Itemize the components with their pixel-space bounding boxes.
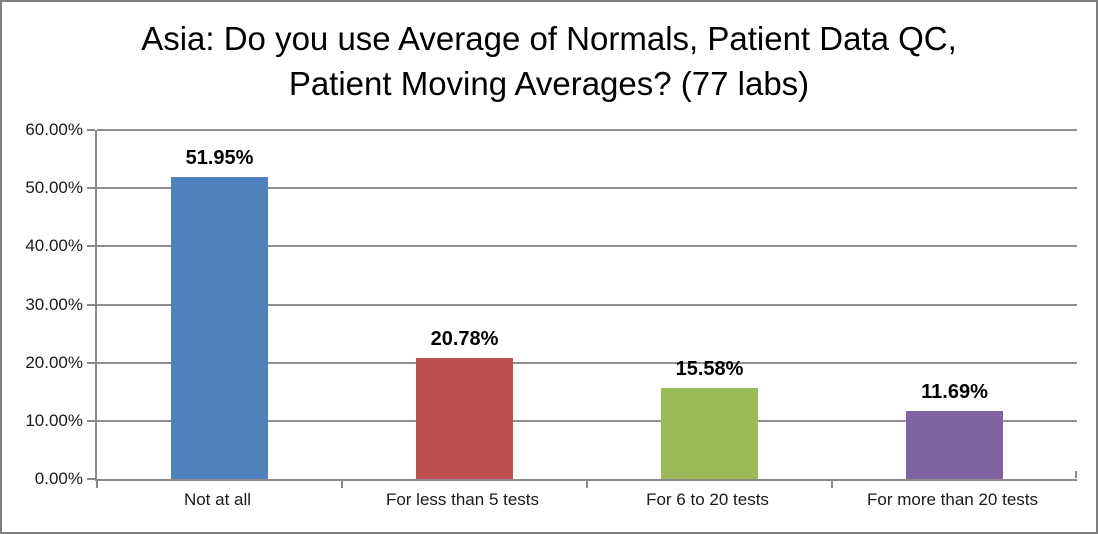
gridline: [97, 303, 1077, 306]
bar: [906, 411, 1003, 479]
x-axis-tick: [96, 481, 98, 488]
y-axis-label: 10.00%: [25, 410, 83, 430]
bar-value-label: 20.78%: [430, 328, 499, 350]
bar-value-label: 51.95%: [185, 147, 254, 169]
x-axis-tick: [586, 481, 588, 488]
x-axis-end-tick: [1075, 471, 1077, 478]
gridline: [97, 245, 1077, 248]
y-axis-tick: [87, 245, 95, 248]
x-axis-tick: [341, 481, 343, 488]
y-axis-tick: [87, 129, 95, 131]
gridline: [97, 361, 1077, 364]
y-axis-tick: [87, 419, 95, 422]
gridline: [97, 187, 1077, 190]
y-axis-label: 30.00%: [25, 294, 83, 314]
y-axis-label: 60.00%: [25, 120, 83, 139]
gridline: [97, 419, 1077, 422]
y-axis-tick: [87, 303, 95, 306]
plot-area: 51.95% 20.78% 15.58% 11.69%: [87, 129, 1077, 488]
bar-value-label: 15.58%: [675, 358, 744, 380]
gridline: [97, 129, 1077, 131]
y-axis-label: 50.00%: [25, 178, 83, 198]
y-axis-tick: [87, 478, 95, 480]
chart-title-text: Asia: Do you use Average of Normals, Pat…: [141, 20, 957, 102]
chart-title: Asia: Do you use Average of Normals, Pat…: [2, 16, 1096, 106]
x-axis-label: For less than 5 tests: [385, 490, 540, 509]
y-axis-label: 0.00%: [34, 469, 83, 488]
y-axis-tick: [87, 187, 95, 190]
y-axis-tick: [87, 361, 95, 364]
y-axis-label: 20.00%: [25, 352, 83, 372]
x-axis-tick: [831, 481, 833, 488]
x-axis-label: Not at all: [183, 490, 252, 509]
bar: [416, 358, 513, 479]
y-axis-label: 40.00%: [25, 236, 83, 256]
bar: [661, 388, 758, 479]
x-axis-label: For more than 20 tests: [866, 490, 1039, 509]
bar-value-label: 11.69%: [921, 381, 988, 403]
bar: [171, 177, 268, 479]
x-axis-label: For 6 to 20 tests: [646, 490, 769, 509]
